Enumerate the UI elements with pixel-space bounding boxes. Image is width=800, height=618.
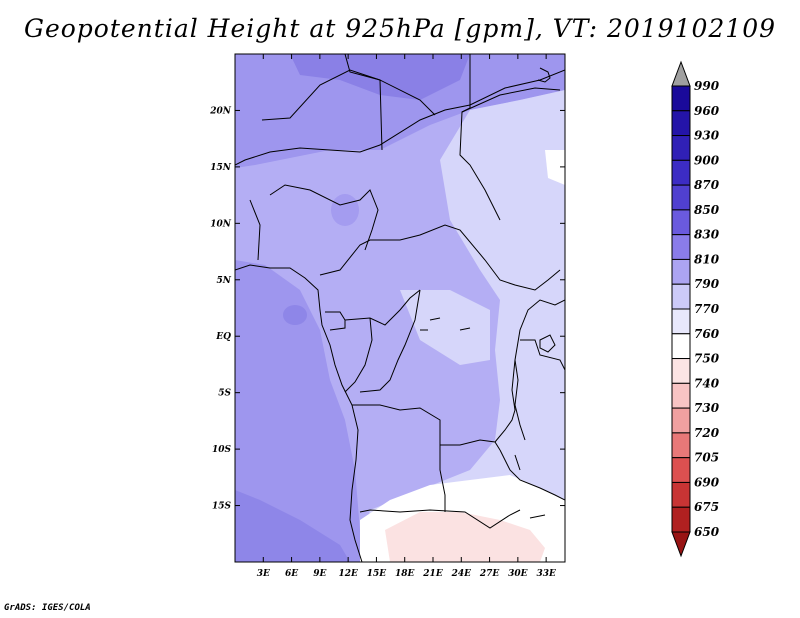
map-frame: [234, 53, 566, 563]
coastline-west: [235, 264, 363, 562]
lat-tick-label: 5S: [218, 389, 231, 399]
border-gabon-congo: [344, 317, 373, 393]
border-sahel: [235, 69, 565, 166]
height-field: [235, 54, 565, 562]
lat-tick-label: 15N: [210, 163, 232, 173]
lon-tick-label: 33E: [536, 569, 556, 579]
colorbar-label: 960: [694, 104, 720, 118]
colorbar-box: [671, 358, 691, 384]
border-angola-namibia: [359, 509, 521, 529]
lon-tick-label: 6E: [285, 569, 298, 579]
colorbar-label: 870: [694, 178, 720, 192]
field-north: [235, 54, 565, 168]
lon-tick-label: 18E: [395, 569, 415, 579]
colorbar-box: [671, 159, 691, 186]
colorbar-box: [671, 135, 691, 161]
colorbar-box: [671, 308, 691, 335]
colorbar-label: 790: [694, 277, 720, 291]
lon-tick-label: 9E: [313, 569, 326, 579]
border-uganda-kenya: [520, 339, 565, 371]
colorbar-label: 810: [694, 252, 720, 266]
colorbar-box: [671, 85, 691, 112]
colorbar-box: [671, 432, 691, 459]
border-zambia-south: [499, 449, 565, 501]
border-angola-north: [352, 404, 501, 451]
longitude-axis: 3E 6E 9E 12E 15E 18E 21E 24E 27E 30E 33E: [257, 54, 556, 579]
colorbar-box: [671, 407, 691, 434]
colorbar-bottom-triangle: [671, 531, 691, 558]
colorbar-top-triangle: [671, 60, 691, 87]
colorbar-box: [671, 506, 691, 533]
border-benin: [249, 199, 261, 261]
colorbar-label: 770: [694, 302, 720, 316]
colorbar-label: 930: [694, 129, 720, 143]
border-car: [319, 224, 561, 291]
rivers: [420, 317, 471, 331]
colorbar-label: 900: [694, 153, 720, 167]
border-libya-sudan: [461, 87, 561, 113]
lat-tick-label: 15S: [212, 502, 232, 512]
colorbar-box: [671, 382, 691, 409]
colorbar-label: 850: [694, 203, 720, 217]
colorbar-label: 705: [694, 451, 719, 465]
colorbar-label: 730: [694, 401, 720, 415]
field-east-light: [360, 90, 565, 562]
colorbar: 990 960 930 900 870 850 830 810 790 770 760 750 740 7…: [671, 60, 720, 558]
field-congo-light: [400, 290, 490, 365]
field-north-core: [290, 54, 470, 100]
border-niger: [344, 54, 383, 151]
field-south-pink: [385, 512, 545, 562]
latitude-axis: 20N 15N 10N 5N EQ 5S 10S 15S: [209, 106, 565, 512]
colorbar-label: 690: [694, 475, 720, 489]
colorbar-label: 990: [694, 79, 720, 93]
border-congo-north: [344, 289, 421, 326]
field-west-ocean: [235, 260, 365, 562]
lake-small: [514, 454, 546, 519]
colorbar-label: 720: [694, 426, 720, 440]
lake-victoria: [539, 334, 556, 353]
field-gulf-low: [283, 305, 307, 325]
lon-tick-label: 24E: [451, 569, 472, 579]
field-east-white: [545, 150, 565, 185]
colorbar-box: [671, 283, 691, 310]
border-congo-drc: [359, 289, 421, 393]
lon-tick-label: 21E: [422, 569, 443, 579]
lon-tick-label: 27E: [479, 569, 500, 579]
colorbar-label: 650: [694, 525, 720, 539]
colorbar-box: [671, 209, 691, 236]
field-lake-chad-low: [331, 194, 359, 226]
lon-tick-label: 3E: [257, 569, 270, 579]
lat-tick-label: 5N: [217, 276, 232, 286]
colorbar-box: [671, 333, 691, 360]
colorbar-label: 760: [694, 327, 720, 341]
country-boundaries: [235, 54, 565, 562]
border-nigeria: [269, 184, 379, 251]
coast-red-sea: [537, 67, 551, 83]
field-southwest: [235, 490, 350, 562]
colorbar-box: [671, 110, 691, 137]
lake-tanganyika: [514, 359, 526, 441]
colorbar-box: [671, 184, 691, 211]
grads-credit: GrADS: IGES/COLA: [4, 603, 91, 613]
colorbar-label: 830: [694, 228, 720, 242]
colorbar-box: [671, 481, 691, 508]
colorbar-box: [671, 258, 691, 285]
colorbar-label: 675: [694, 500, 719, 514]
lat-tick-label: EQ: [215, 332, 231, 342]
border-sahara: [261, 69, 436, 121]
lat-tick-label: 20N: [209, 106, 232, 116]
lon-tick-label: 30E: [508, 569, 528, 579]
lon-tick-label: 12E: [338, 569, 358, 579]
colorbar-label: 750: [694, 352, 720, 366]
border-angola-zambia: [439, 445, 446, 512]
colorbar-box: [671, 457, 691, 483]
lat-tick-label: 10S: [212, 445, 232, 455]
lat-tick-label: 10N: [210, 219, 232, 229]
lon-tick-label: 15E: [367, 569, 387, 579]
colorbar-box: [671, 234, 691, 260]
colorbar-label: 740: [694, 376, 720, 390]
chart-title: Geopotential Height at 925hPa [gpm], VT:…: [23, 14, 777, 43]
